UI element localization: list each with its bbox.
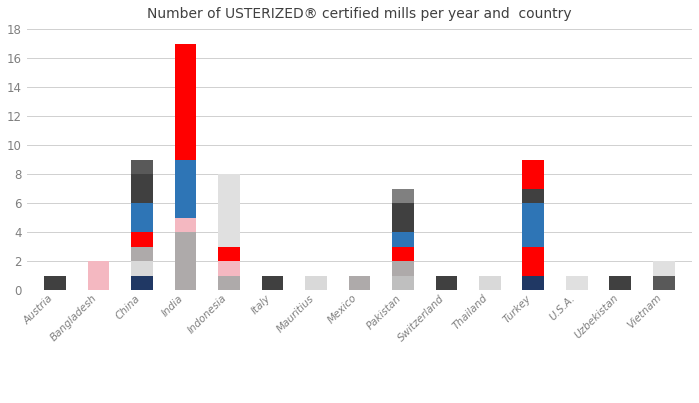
Bar <box>479 276 500 290</box>
Bar <box>131 261 153 276</box>
Bar <box>522 247 545 276</box>
Bar <box>392 261 414 276</box>
Bar <box>305 276 327 290</box>
Bar <box>653 261 675 276</box>
Bar <box>522 276 545 290</box>
Bar <box>392 232 414 247</box>
Bar <box>392 189 414 203</box>
Bar <box>175 232 196 290</box>
Bar <box>522 189 545 203</box>
Bar <box>522 203 545 247</box>
Bar <box>349 276 370 290</box>
Title: Number of USTERIZED® certified mills per year and  country: Number of USTERIZED® certified mills per… <box>147 7 572 21</box>
Bar <box>87 261 110 290</box>
Bar <box>218 247 240 261</box>
Bar <box>392 203 414 232</box>
Bar <box>610 276 631 290</box>
Bar <box>131 203 153 232</box>
Bar <box>131 276 153 290</box>
Bar <box>392 276 414 290</box>
Bar <box>175 160 196 218</box>
Bar <box>131 232 153 247</box>
Bar <box>131 174 153 203</box>
Bar <box>131 160 153 174</box>
Bar <box>392 247 414 261</box>
Bar <box>218 276 240 290</box>
Bar <box>175 218 196 232</box>
Bar <box>566 276 588 290</box>
Bar <box>261 276 283 290</box>
Bar <box>175 44 196 160</box>
Bar <box>44 276 66 290</box>
Bar <box>131 247 153 261</box>
Bar <box>435 276 457 290</box>
Bar <box>218 261 240 276</box>
Bar <box>522 160 545 189</box>
Bar <box>218 174 240 247</box>
Bar <box>653 276 675 290</box>
